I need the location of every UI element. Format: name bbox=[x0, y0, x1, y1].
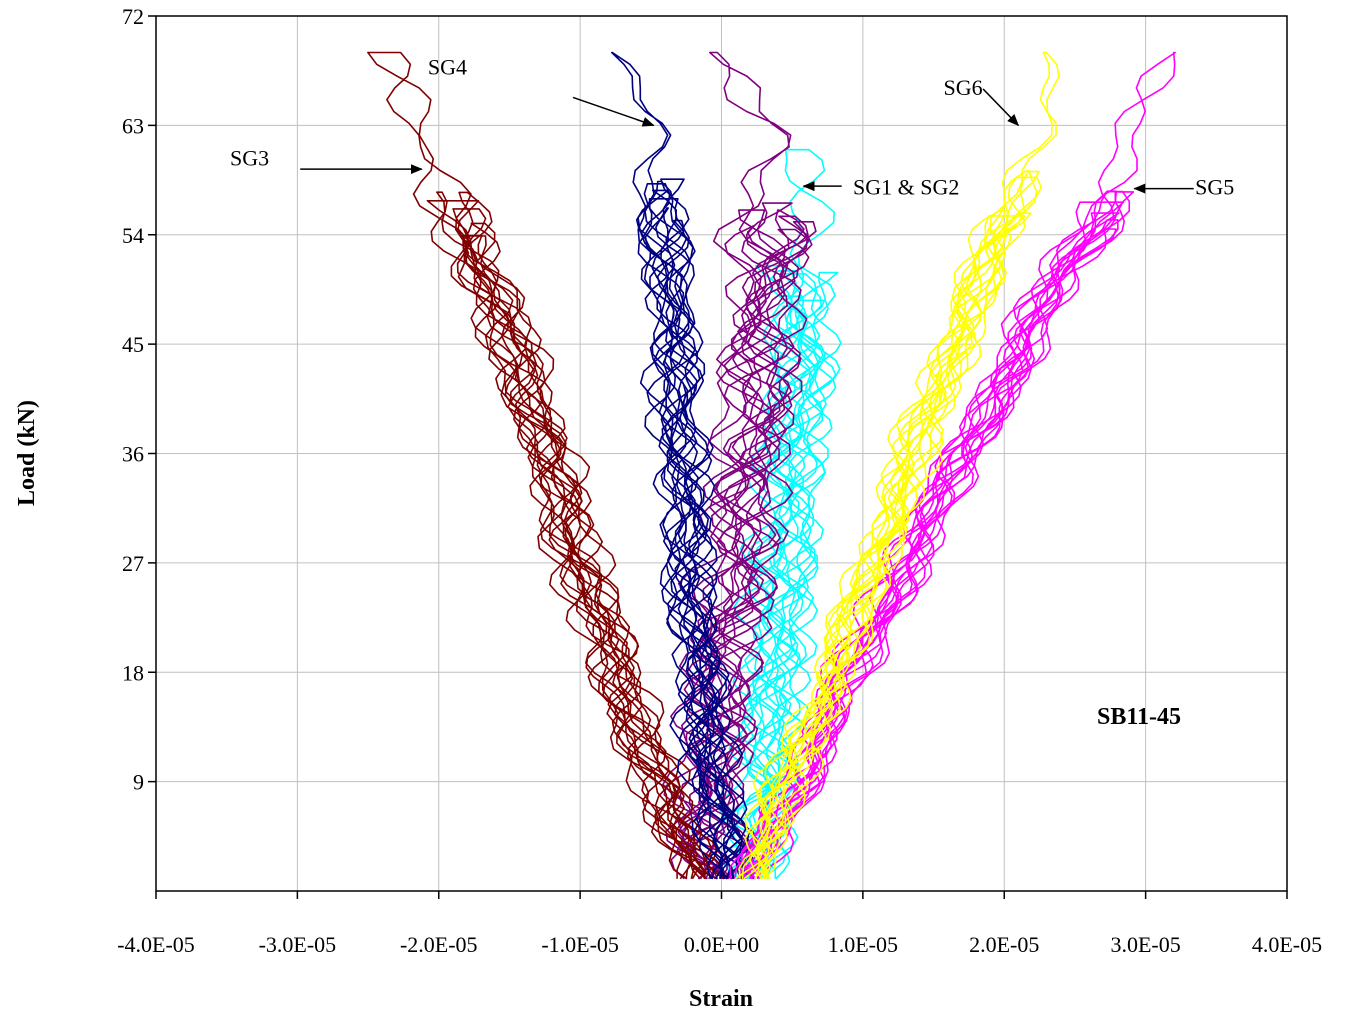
axis-ticks: -4.0E-05 -3.0E-05 -2.0E-05 -1.0E-05 0.0E+00 1… bbox=[117, 4, 1322, 957]
x-tick-label: 3.0E-05 bbox=[1110, 932, 1180, 957]
annotation-label-sg1-sg2: SG1 & SG2 bbox=[853, 175, 959, 200]
series-sg1-line bbox=[718, 264, 821, 880]
series-sg4-line bbox=[611, 51, 737, 880]
x-tick-label: 1.0E-05 bbox=[828, 932, 898, 957]
annotation-label-sg5: SG5 bbox=[1195, 175, 1234, 200]
series-sg1-line bbox=[725, 270, 822, 880]
annotation-label-sg3: SG3 bbox=[230, 145, 269, 170]
y-tick-label: 27 bbox=[122, 551, 144, 576]
annotation-arrow-sg4 bbox=[572, 96, 655, 127]
series-sg2-line bbox=[676, 228, 810, 880]
series-sg6-line bbox=[738, 170, 1040, 880]
series-sg3-line bbox=[470, 222, 718, 880]
annotation-label-sg6: SG6 bbox=[943, 75, 982, 100]
series-sg5-line bbox=[729, 51, 1176, 879]
series-sg6 bbox=[734, 51, 1060, 880]
y-tick-label: 18 bbox=[122, 660, 144, 685]
series-sg2-line bbox=[685, 202, 808, 880]
specimen-label: SB11-45 bbox=[1097, 704, 1181, 730]
y-tick-label: 72 bbox=[122, 4, 144, 29]
x-axis-title: Strain bbox=[689, 986, 753, 1012]
x-tick-label: -4.0E-05 bbox=[117, 932, 195, 957]
annotation-arrow-sg6 bbox=[982, 88, 1020, 127]
series-sg6-line bbox=[756, 170, 1038, 880]
series-sg3-line bbox=[367, 51, 698, 880]
series-sg4-line bbox=[637, 183, 743, 880]
series-sg6-line bbox=[741, 51, 1060, 880]
y-tick-label: 63 bbox=[122, 113, 144, 138]
series-sg3 bbox=[367, 51, 728, 880]
series-sg3-line bbox=[456, 235, 692, 879]
y-tick-label: 45 bbox=[122, 332, 144, 357]
x-tick-label: 0.0E+00 bbox=[684, 932, 759, 957]
x-tick-label: -2.0E-05 bbox=[400, 932, 478, 957]
x-tick-label: -1.0E-05 bbox=[541, 932, 619, 957]
y-tick-label: 36 bbox=[122, 442, 144, 467]
series-sg4 bbox=[611, 51, 755, 880]
series-layer bbox=[367, 51, 1176, 880]
series-sg1-line bbox=[722, 305, 824, 880]
series-sg3-line bbox=[426, 200, 713, 880]
x-tick-label: 4.0E-05 bbox=[1252, 932, 1322, 957]
series-sg1-line bbox=[740, 148, 836, 880]
x-tick-label: 2.0E-05 bbox=[969, 932, 1039, 957]
annotations: SG4 SG3 SG6 SG1 & SG2 SG5 bbox=[230, 54, 1234, 199]
y-tick-label: 9 bbox=[133, 770, 144, 795]
x-tick-label: -3.0E-05 bbox=[259, 932, 337, 957]
y-axis-title: Load (kN) bbox=[14, 400, 40, 506]
series-sg1-line bbox=[746, 299, 837, 880]
annotation-label-sg4: SG4 bbox=[428, 54, 467, 79]
series-sg4-line bbox=[644, 180, 755, 880]
y-tick-label: 54 bbox=[122, 223, 144, 248]
